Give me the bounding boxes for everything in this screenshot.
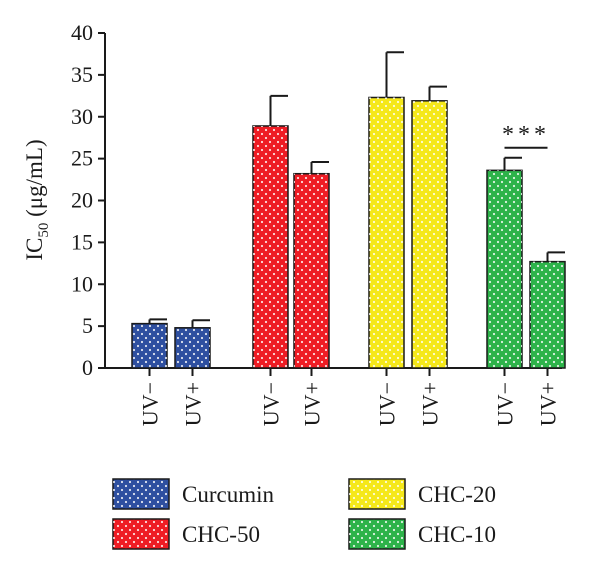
- x-tick-label: UV−: [138, 382, 163, 426]
- legend-swatch-texture: [113, 479, 169, 509]
- bar-texture: [369, 97, 404, 369]
- bar-texture: [175, 327, 210, 368]
- y-tick-label: 35: [71, 62, 93, 87]
- bar-texture: [530, 261, 565, 368]
- y-tick-label: 20: [71, 188, 93, 213]
- bars: [131, 51, 566, 369]
- axes: 0 5 10 15 20 25 30 35 40: [71, 20, 562, 380]
- legend-label: CHC-50: [182, 522, 260, 547]
- legend-swatch-texture: [349, 479, 405, 509]
- y-tick-label: 30: [71, 104, 93, 129]
- y-tick-label: 5: [82, 313, 93, 338]
- significance-label: ***: [502, 122, 550, 148]
- category-labels: UV− UV+ UV− UV+ UV− UV+ UV− UV+: [138, 382, 561, 426]
- legend-swatch-texture: [113, 519, 169, 549]
- legend-label: Curcumin: [182, 482, 274, 507]
- y-axis-label-prefix: IC: [22, 238, 47, 261]
- x-tick-label: UV−: [493, 382, 518, 426]
- x-tick-label: UV+: [536, 382, 561, 426]
- y-tick-label: 25: [71, 146, 93, 171]
- legend-label: CHC-10: [418, 522, 496, 547]
- bar-texture: [253, 125, 288, 369]
- legend-swatch-texture: [349, 519, 405, 549]
- bar-texture: [132, 323, 167, 368]
- x-tick-label: UV+: [300, 382, 325, 426]
- x-tick-label: UV+: [181, 382, 206, 426]
- y-tick-label: 0: [82, 355, 93, 380]
- x-tick-label: UV−: [259, 382, 284, 426]
- legend: Curcumin CHC-20 CHC-50 CHC-10: [112, 478, 496, 550]
- y-tick-label: 10: [71, 271, 93, 296]
- y-tick-label: 15: [71, 229, 93, 254]
- bar-texture: [412, 100, 447, 369]
- y-tick-label: 40: [71, 20, 93, 45]
- significance-marker: ***: [502, 122, 550, 149]
- y-axis-label-subscript: 50: [36, 223, 52, 238]
- bar-texture: [294, 173, 329, 368]
- legend-label: CHC-20: [418, 482, 496, 507]
- y-axis-label: IC50 (μg/mL): [22, 139, 52, 260]
- y-axis-label-suffix: (μg/mL): [22, 139, 47, 222]
- x-tick-label: UV+: [418, 382, 443, 426]
- svg-text:IC50 (μg/mL): IC50 (μg/mL): [22, 139, 52, 260]
- x-tick-label: UV−: [375, 382, 400, 426]
- bar-texture: [487, 170, 522, 368]
